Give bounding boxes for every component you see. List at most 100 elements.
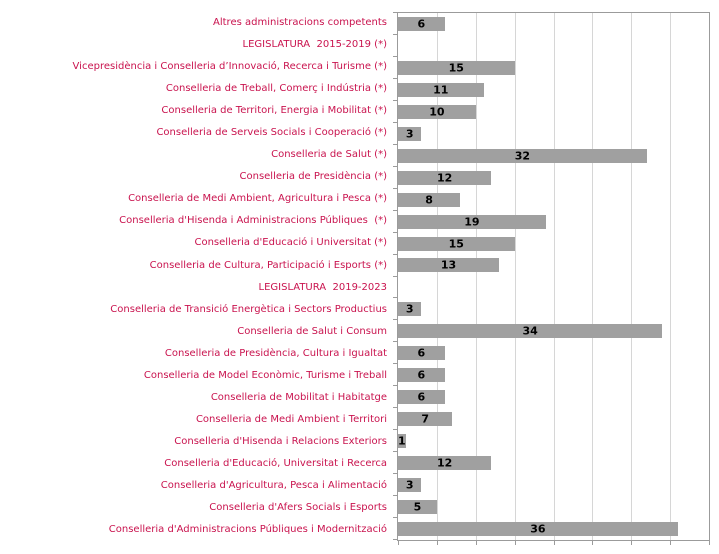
- bar: 12: [398, 170, 492, 185]
- y-axis-tick: [393, 187, 397, 189]
- category-label: Conselleria d'Hisenda i Administracions …: [119, 215, 387, 227]
- bar-row: 15: [398, 233, 709, 255]
- bar-row: 19: [398, 211, 709, 233]
- bar: 8: [398, 192, 461, 207]
- category-label: Conselleria de Presidència, Cultura i Ig…: [164, 347, 387, 359]
- bar-value-label: 8: [425, 193, 433, 207]
- x-axis-tick: [670, 541, 672, 545]
- y-axis-tick: [393, 297, 397, 299]
- x-axis-tick: [709, 541, 710, 545]
- bar-rows: 6 15 11 10 3 32 12 8 19 15 13 3 34 6 6 6 7 1 12 3 5 36: [398, 13, 709, 540]
- category-row: Conselleria d'Afers Socials i Esports: [0, 497, 389, 519]
- category-row: Conselleria de Territori, Energia i Mobi…: [0, 100, 389, 122]
- x-axis-tick: [553, 541, 555, 545]
- bar-value-label: 1: [398, 434, 406, 448]
- category-label: Vicepresidència i Conselleria d’Innovaci…: [72, 61, 387, 73]
- category-label: Conselleria de Transició Energètica i Se…: [110, 303, 387, 315]
- category-label: Altres administracions competents: [213, 17, 387, 29]
- bar-value-label: 15: [448, 61, 464, 75]
- category-label: Conselleria de Model Econòmic, Turisme i…: [143, 369, 387, 381]
- category-label: Conselleria de Mobilitat i Habitatge: [210, 391, 387, 403]
- category-row: Conselleria d'Administracions Públiques …: [0, 519, 389, 541]
- bar: 12: [398, 456, 492, 471]
- bar: 15: [398, 236, 515, 251]
- bar-row: 13: [398, 254, 709, 276]
- bar-row: 12: [398, 167, 709, 189]
- gridline: [670, 13, 672, 540]
- category-label: Conselleria de Territori, Energia i Mobi…: [161, 105, 387, 117]
- y-axis-tick: [393, 55, 397, 57]
- category-row: LEGISLATURA 2019-2023: [0, 277, 389, 299]
- bar-row: 10: [398, 101, 709, 123]
- bar-value-label: 36: [530, 522, 546, 536]
- y-axis-tick: [393, 319, 397, 321]
- gridline: [553, 13, 555, 540]
- y-axis-tick: [393, 33, 397, 35]
- bar-row: 34: [398, 320, 709, 342]
- bar-row: 36: [398, 518, 709, 540]
- y-axis-tick: [393, 363, 397, 365]
- bar: 11: [398, 82, 484, 97]
- bar-row: 6: [398, 13, 709, 35]
- bar-row: 3: [398, 474, 709, 496]
- bar: 6: [398, 390, 445, 405]
- bar: 3: [398, 302, 422, 317]
- bar-value-label: 6: [417, 17, 426, 31]
- bar-value-label: 32: [514, 149, 531, 163]
- bar: 13: [398, 258, 500, 273]
- bar-row: [398, 35, 709, 57]
- bar: 5: [398, 499, 437, 514]
- bar-value-label: 12: [436, 171, 453, 185]
- bar: 36: [398, 521, 678, 536]
- bar-value-label: 34: [522, 324, 538, 338]
- category-row: LEGISLATURA 2015-2019 (*): [0, 34, 389, 56]
- x-axis-tick: [631, 541, 633, 545]
- category-row: Conselleria de Presidència (*): [0, 166, 389, 188]
- category-row: Conselleria d'Educació i Universitat (*): [0, 232, 389, 254]
- bar-value-label: 19: [464, 215, 480, 229]
- bar: 6: [398, 16, 445, 31]
- category-axis-labels: Altres administracions competents LEGISLA…: [0, 12, 389, 541]
- category-label: Conselleria de Treball, Comerç i Indústr…: [165, 83, 387, 95]
- y-axis-tick: [393, 165, 397, 167]
- bar-value-label: 13: [440, 258, 457, 272]
- y-axis-tick: [393, 385, 397, 387]
- bar-value-label: 5: [413, 500, 422, 514]
- bar-row: 6: [398, 386, 709, 408]
- category-row: Conselleria de Cultura, Participació i E…: [0, 255, 389, 277]
- category-row: Conselleria de Medi Ambient, Agricultura…: [0, 188, 389, 210]
- category-row: Conselleria d'Educació, Universitat i Re…: [0, 453, 389, 475]
- y-axis-tick: [393, 143, 397, 145]
- category-row: Conselleria de Model Econòmic, Turisme i…: [0, 365, 389, 387]
- category-label: Conselleria de Cultura, Participació i E…: [149, 259, 387, 271]
- bar-row: 15: [398, 57, 709, 79]
- category-row: Conselleria d'Hisenda i Administracions …: [0, 210, 389, 232]
- category-label: LEGISLATURA 2015-2019 (*): [242, 39, 387, 51]
- bar-row: 12: [398, 452, 709, 474]
- bar: 3: [398, 477, 422, 492]
- category-row: Conselleria de Treball, Comerç i Indústr…: [0, 78, 389, 100]
- bar: 6: [398, 346, 445, 361]
- bar: 3: [398, 126, 422, 141]
- bar-value-label: 15: [448, 237, 464, 250]
- category-label: Conselleria de Salut (*): [271, 149, 387, 161]
- gridline: [514, 13, 516, 540]
- y-axis-tick: [393, 495, 397, 497]
- bar-row: [398, 276, 709, 298]
- bar-row: 32: [398, 145, 709, 167]
- category-row: Conselleria de Transició Energètica i Se…: [0, 299, 389, 321]
- y-axis-tick: [393, 99, 397, 101]
- bar-row: 6: [398, 342, 709, 364]
- gridline: [592, 13, 594, 540]
- bar: 7: [398, 412, 453, 427]
- gridline: [631, 13, 633, 540]
- x-axis-tick: [398, 541, 399, 545]
- bar: 32: [398, 148, 647, 163]
- y-axis-tick: [393, 341, 397, 343]
- bar-value-label: 6: [417, 368, 426, 382]
- bar-value-label: 3: [405, 478, 414, 492]
- bar-value-label: 6: [417, 346, 426, 360]
- y-axis-tick: [393, 253, 397, 255]
- y-axis-tick: [393, 451, 397, 453]
- bar-value-label: 12: [436, 456, 453, 470]
